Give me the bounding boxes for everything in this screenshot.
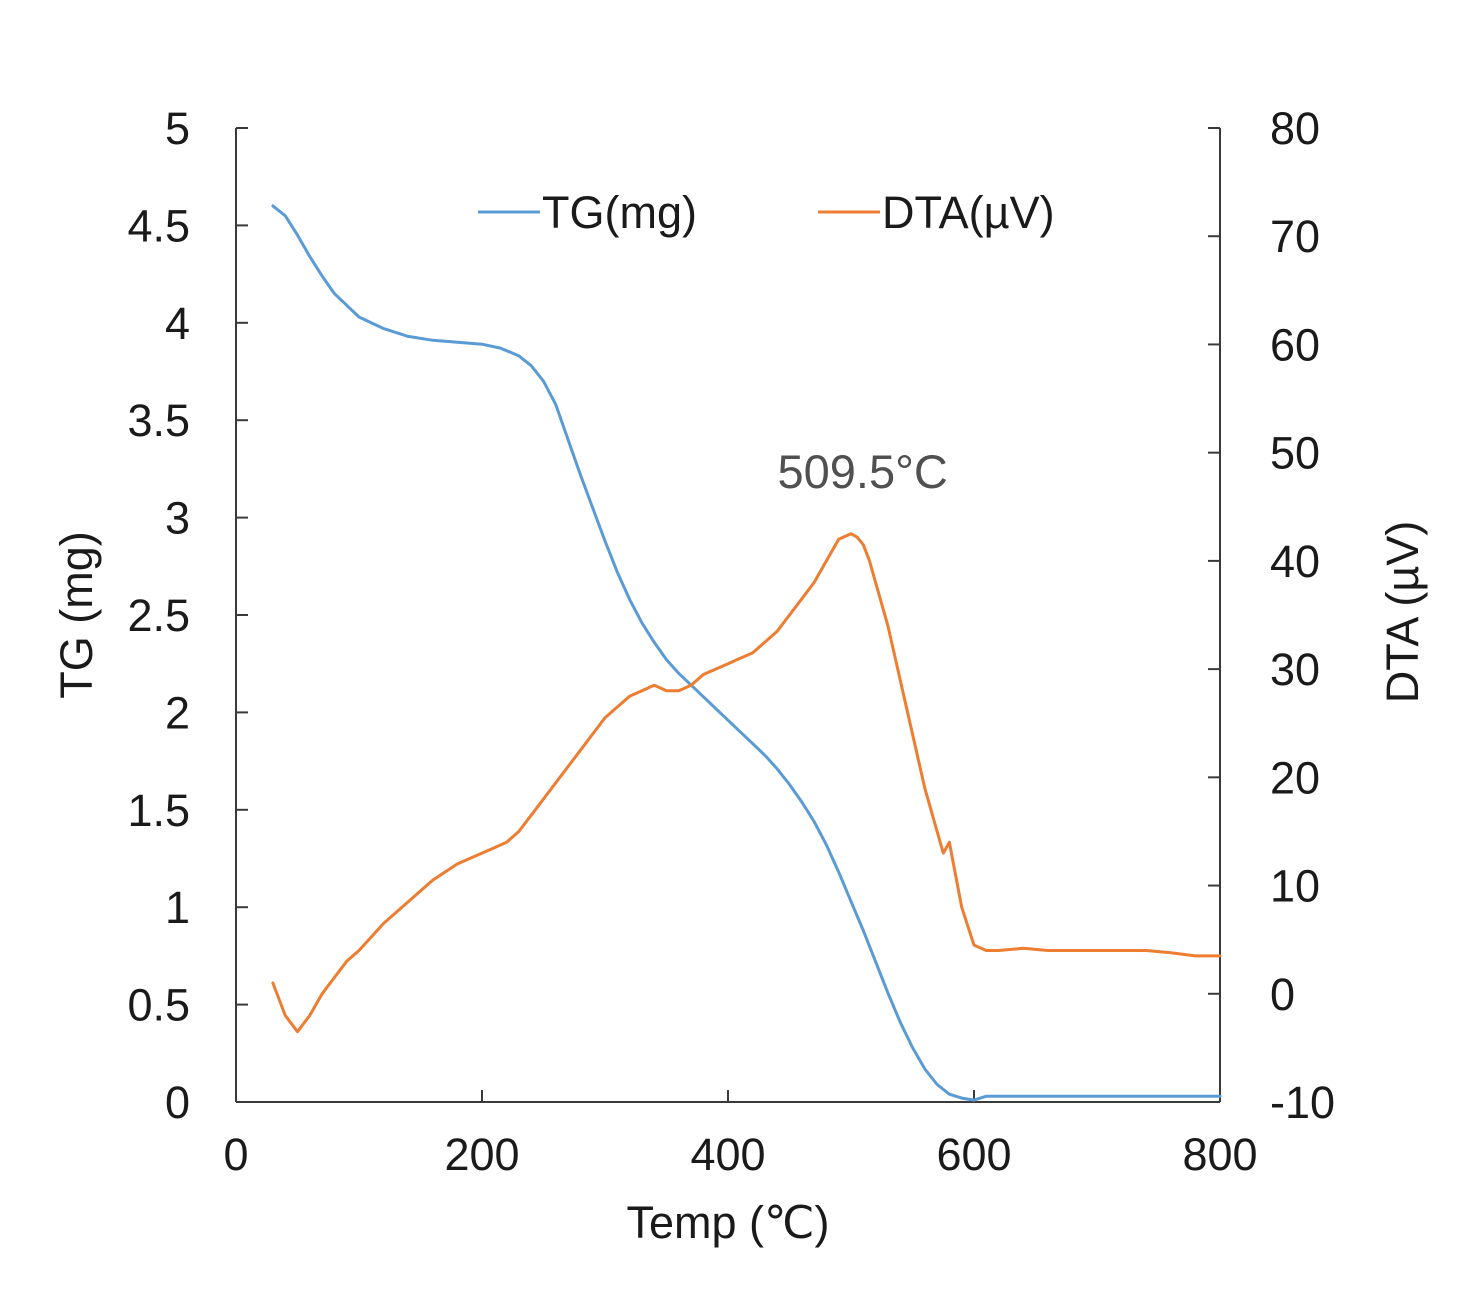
legend-tg-label: TG(mg) — [542, 187, 697, 238]
left-y-tick-label: 1.5 — [127, 785, 190, 836]
right-y-tick-label: 0 — [1270, 969, 1295, 1020]
dta-series-line — [271, 532, 1222, 1034]
right-y-axis-title: DTA (µV) — [1377, 521, 1428, 704]
right-y-tick-label: 70 — [1270, 211, 1320, 262]
left-y-tick-label: 2.5 — [127, 590, 190, 641]
left-y-tick-label: 1 — [165, 882, 190, 933]
left-y-tick-label: 2 — [165, 687, 190, 738]
series-layer — [271, 204, 1222, 1102]
axes: 0 200 400 600 800 0 0.5 1 1.5 2 2.5 3 3.5 4 4.5 5 -10 0 10… — [127, 103, 1335, 1180]
left-y-axis-title: TG (mg) — [51, 531, 102, 698]
right-y-tick-label: 10 — [1270, 861, 1320, 912]
left-y-tick-label: 5 — [165, 103, 190, 154]
tg-series-line — [271, 204, 1222, 1102]
legend: TG(mg) DTA(µV) — [478, 187, 1055, 238]
left-y-tick-label: 3.5 — [127, 395, 190, 446]
right-y-tick-label: 80 — [1270, 103, 1320, 154]
x-tick-label: 600 — [936, 1129, 1011, 1180]
left-y-tick-label: 0 — [165, 1077, 190, 1128]
x-tick-label: 200 — [444, 1129, 519, 1180]
x-tick-label: 800 — [1182, 1129, 1257, 1180]
legend-dta-label: DTA(µV) — [882, 187, 1055, 238]
right-y-tick-label: 30 — [1270, 644, 1320, 695]
x-tick-label: 400 — [690, 1129, 765, 1180]
right-y-tick-label: 40 — [1270, 536, 1320, 587]
left-y-tick-label: 4 — [165, 298, 190, 349]
left-y-tick-label: 4.5 — [127, 200, 190, 251]
peak-annotation: 509.5°C — [778, 445, 948, 498]
right-y-tick-label: 60 — [1270, 319, 1320, 370]
x-axis-title: Temp (℃) — [626, 1197, 829, 1248]
right-y-tick-label: 50 — [1270, 428, 1320, 479]
left-y-tick-label: 3 — [165, 493, 190, 544]
right-y-tick-label: -10 — [1270, 1077, 1335, 1128]
left-y-tick-label: 0.5 — [127, 980, 190, 1031]
right-y-tick-label: 20 — [1270, 752, 1320, 803]
x-tick-label: 0 — [223, 1129, 248, 1180]
